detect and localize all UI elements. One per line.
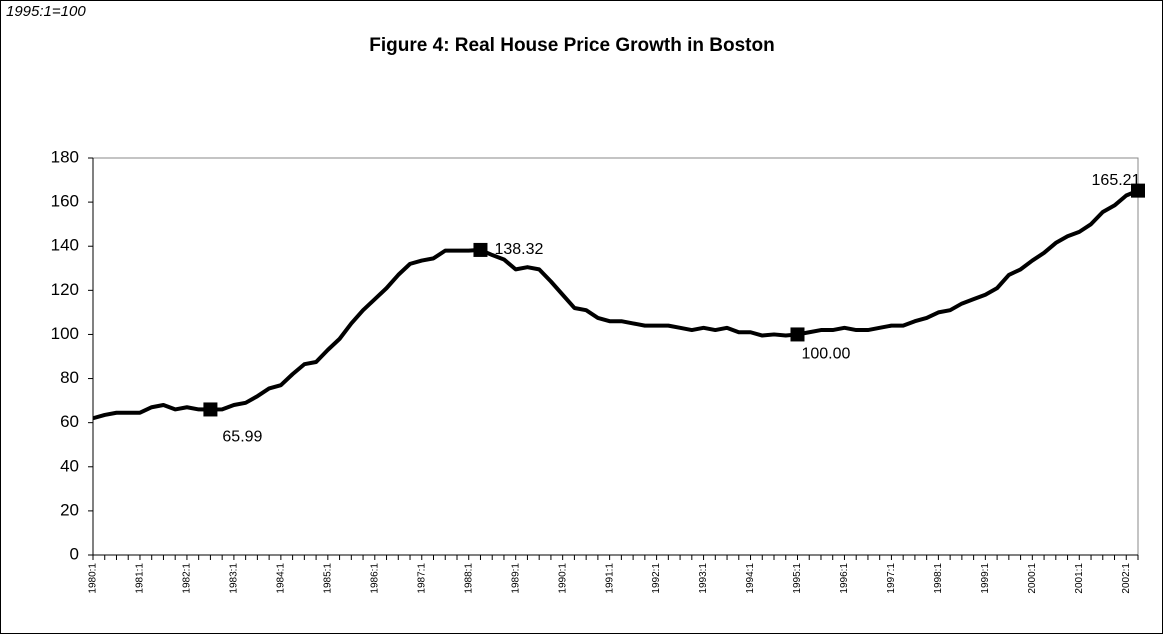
- y-tick-label: 0: [70, 544, 79, 563]
- x-tick-label: 1990:1: [557, 563, 568, 594]
- x-tick-label: 1988:1: [463, 563, 474, 594]
- x-tick-label: 1995:1: [792, 563, 803, 594]
- x-tick-label: 1993:1: [698, 563, 709, 594]
- x-tick-label: 1984:1: [276, 563, 287, 594]
- x-tick-label: 1994:1: [745, 563, 756, 594]
- data-marker: [203, 402, 218, 417]
- data-label: 138.32: [494, 241, 543, 258]
- x-tick-label: 1997:1: [886, 563, 897, 594]
- x-tick-label: 1986:1: [369, 563, 380, 594]
- y-tick-label: 120: [51, 280, 79, 299]
- y-tick-label: 140: [51, 236, 79, 255]
- data-label: 100.00: [801, 346, 850, 363]
- data-marker: [790, 327, 805, 342]
- x-tick-label: 1987:1: [416, 563, 427, 594]
- x-tick-label: 1980:1: [88, 563, 99, 594]
- x-tick-label: 1981:1: [135, 563, 146, 594]
- x-tick-label: 2000:1: [1027, 563, 1038, 594]
- y-tick-label: 100: [51, 324, 79, 343]
- chart-note: 1995:1=100: [6, 3, 86, 20]
- y-tick-label: 80: [60, 368, 79, 387]
- y-tick-label: 40: [60, 456, 79, 475]
- x-tick-label: 1991:1: [604, 563, 615, 594]
- data-marker: [473, 242, 488, 257]
- y-tick-label: 60: [60, 412, 79, 431]
- y-tick-label: 160: [51, 192, 79, 211]
- x-tick-label: 1999:1: [980, 563, 991, 594]
- chart-title: Figure 4: Real House Price Growth in Bos…: [369, 35, 774, 56]
- x-tick-label: 2002:1: [1121, 563, 1132, 594]
- x-tick-label: 1985:1: [322, 563, 333, 594]
- data-label: 165.21: [1092, 172, 1141, 189]
- data-label: 65.99: [222, 429, 262, 446]
- data-line: [92, 188, 1139, 421]
- x-tick-label: 1983:1: [229, 563, 240, 594]
- x-tick-label: 1989:1: [510, 563, 521, 594]
- x-tick-label: 1982:1: [182, 563, 193, 594]
- x-tick-label: 1992:1: [651, 563, 662, 594]
- x-tick-label: 2001:1: [1074, 563, 1085, 594]
- y-tick-label: 20: [60, 500, 79, 519]
- y-tick-label: 180: [51, 147, 79, 166]
- x-tick-label: 1998:1: [933, 563, 944, 594]
- x-tick-label: 1996:1: [839, 563, 850, 594]
- data-marker: [1131, 183, 1145, 198]
